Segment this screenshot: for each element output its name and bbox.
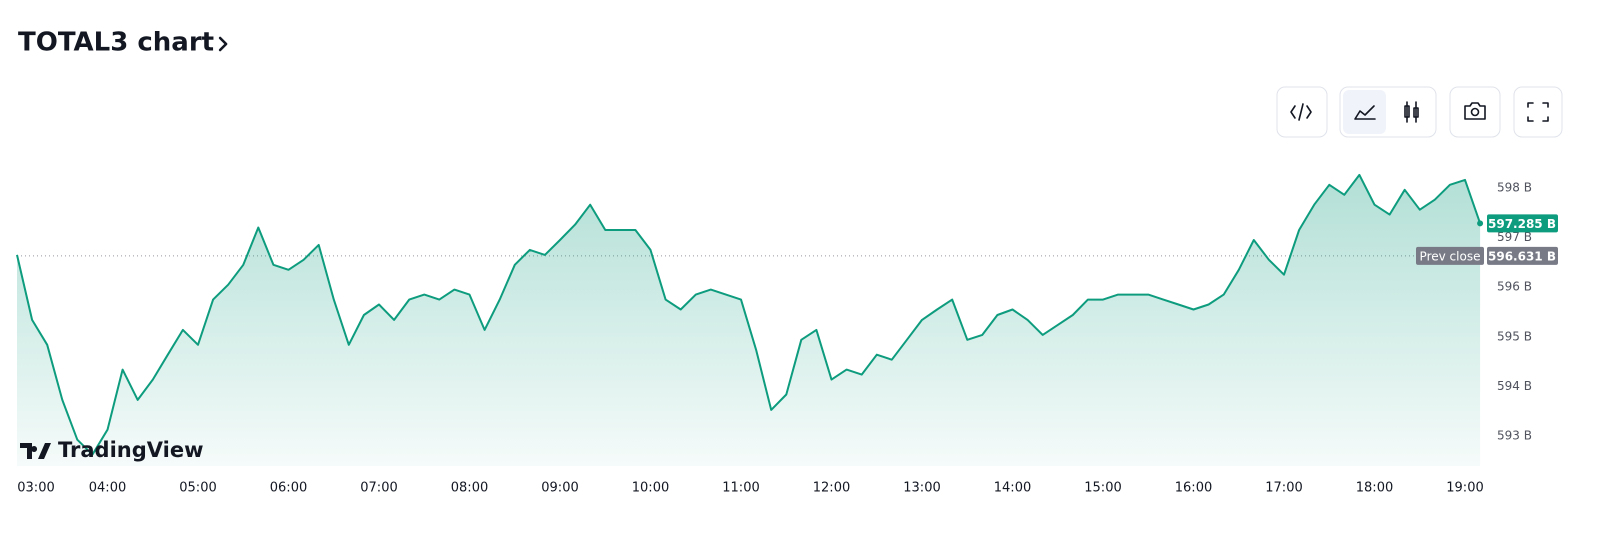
candle-body [1413,107,1419,118]
area-button[interactable] [1343,90,1386,134]
prev-close-name-box [1416,246,1484,265]
x-tick-label: 06:00 [270,481,307,496]
camera-icon [1464,102,1486,120]
candle-hit[interactable] [1388,90,1432,134]
price-line [16,173,1482,456]
prev-close-name: Prev close [1420,249,1481,263]
x-tick-label: 18:00 [1356,481,1393,496]
last-price-box [1487,214,1558,233]
x-tick-label: 08:00 [451,481,488,496]
fullscreen-icon [1527,102,1549,122]
x-tick-label: 14:00 [994,481,1031,496]
prev-close-box [1487,246,1558,265]
candle-button[interactable] [1388,90,1432,134]
y-tick-label: 596 B [1497,280,1532,294]
x-tick-label: 16:00 [1175,481,1212,496]
candle-body [1404,105,1410,118]
snapshot-button[interactable] [1449,86,1501,138]
chart-title[interactable]: TOTAL3 chart [18,28,214,58]
area-fill [17,174,1481,466]
y-tick-label: 598 B [1497,180,1532,194]
plot-area: 593 B 594 B 595 B 596 B 597 B 598 B 03:00 04:00… [16,173,1558,496]
x-tick-label: 12:00 [813,481,850,496]
x-tick-label: 07:00 [360,481,397,496]
embed-icon [1290,103,1312,121]
watermark-logo: TradingView [20,438,203,462]
y-tick-label: 594 B [1497,379,1532,393]
x-tick-label: 13:00 [903,481,940,496]
last-point [1477,220,1484,227]
y-tick-label: 595 B [1497,329,1532,343]
x-tick-label: 05:00 [179,481,216,496]
area-icon [1354,105,1376,120]
x-tick-label: 15:00 [1084,481,1121,496]
prev-close-label: 596.631 B [1488,249,1556,263]
y-tick-label: 597 B [1497,230,1532,244]
last-price-label: 597.285 B [1488,217,1556,231]
camera-lens [1470,107,1480,117]
toolbar [1276,86,1563,138]
fullscreen-button[interactable] [1513,86,1563,138]
y-tick-label: 593 B [1497,429,1532,443]
x-tick-label: 10:00 [632,481,669,496]
x-tick-label: 04:00 [89,481,126,496]
x-tick-label: 11:00 [722,481,759,496]
logo-mark [20,443,51,459]
title-chevron[interactable] [218,36,228,52]
x-tick-label: 03:00 [17,481,54,496]
watermark: TradingView [58,438,203,462]
x-tick-label: 17:00 [1265,481,1302,496]
x-tick-label: 19:00 [1446,481,1483,496]
x-tick-label: 09:00 [541,481,578,496]
embed-button[interactable] [1276,86,1328,138]
